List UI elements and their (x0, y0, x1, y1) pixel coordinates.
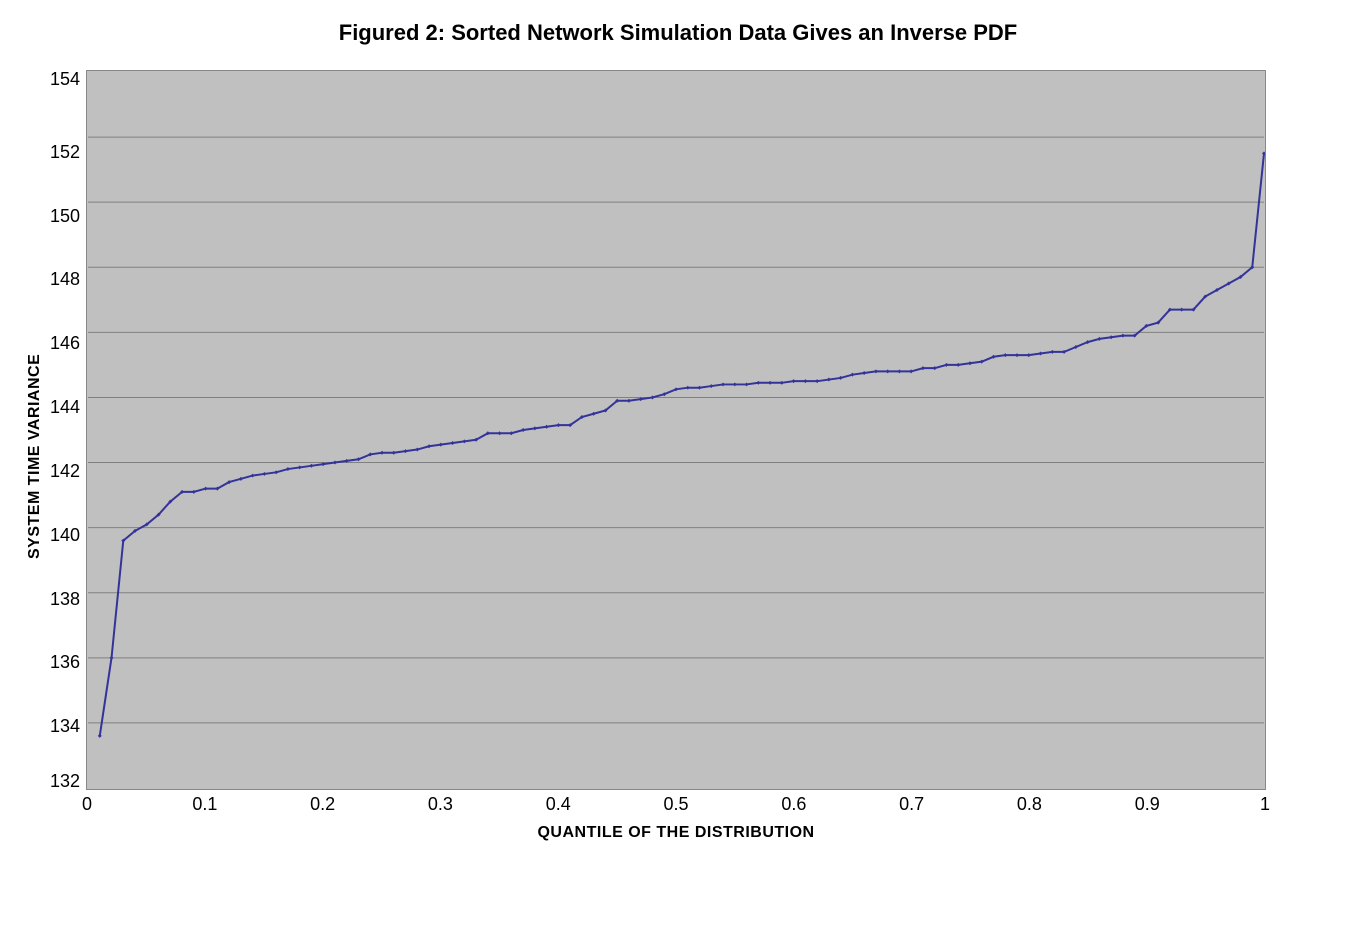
data-marker (827, 378, 831, 382)
data-marker (698, 386, 702, 390)
x-tick: 0.2 (310, 794, 335, 815)
data-marker (721, 382, 725, 386)
data-marker (1262, 151, 1265, 155)
data-marker (98, 734, 102, 738)
y-tick: 134 (50, 717, 80, 735)
x-tick: 0.9 (1135, 794, 1160, 815)
plot-area (86, 70, 1266, 790)
data-marker (380, 451, 384, 455)
y-tick: 138 (50, 590, 80, 608)
x-tick: 0.4 (546, 794, 571, 815)
data-marker (756, 381, 760, 385)
data-marker (862, 371, 866, 375)
x-tick: 0.8 (1017, 794, 1042, 815)
data-marker (709, 384, 713, 388)
data-marker (498, 431, 502, 435)
data-marker (1015, 353, 1019, 357)
data-marker (392, 451, 396, 455)
data-marker (780, 381, 784, 385)
data-marker (451, 441, 455, 445)
x-axis-label: QUANTILE OF THE DISTRIBUTION (86, 824, 1266, 842)
chart-body: SYSTEM TIME VARIANCE 1541521501481461441… (20, 70, 1336, 842)
x-tick: 0.1 (192, 794, 217, 815)
y-tick: 142 (50, 462, 80, 480)
data-marker (1121, 334, 1125, 338)
data-marker (110, 656, 114, 660)
x-tick: 0.6 (781, 794, 806, 815)
y-tick: 146 (50, 334, 80, 352)
data-marker (298, 465, 302, 469)
data-marker (733, 382, 737, 386)
chart-title: Figured 2: Sorted Network Simulation Dat… (20, 20, 1336, 46)
x-tick: 0.5 (664, 794, 689, 815)
y-tick: 148 (50, 270, 80, 288)
x-tick: 1 (1260, 794, 1270, 815)
data-marker (745, 382, 749, 386)
data-marker (333, 461, 337, 465)
chart-container: Figured 2: Sorted Network Simulation Dat… (20, 20, 1336, 842)
x-tick: 0 (82, 794, 92, 815)
data-marker (1050, 350, 1054, 354)
data-marker (1003, 353, 1007, 357)
data-marker (309, 464, 313, 468)
y-tick: 150 (50, 207, 80, 225)
data-marker (1109, 335, 1113, 339)
y-tick: 140 (50, 526, 80, 544)
data-marker (686, 386, 690, 390)
data-marker (815, 379, 819, 383)
data-marker (803, 379, 807, 383)
data-marker (1027, 353, 1031, 357)
y-tick: 152 (50, 143, 80, 161)
plot-wrapper: 00.10.20.30.40.50.60.70.80.91 QUANTILE O… (86, 70, 1266, 842)
data-marker (545, 425, 549, 429)
data-marker (874, 369, 878, 373)
data-marker (404, 449, 408, 453)
data-line (100, 153, 1264, 736)
data-marker (533, 426, 537, 430)
data-marker (956, 363, 960, 367)
data-marker (439, 443, 443, 447)
data-marker (556, 423, 560, 427)
data-marker (1039, 352, 1043, 356)
y-tick: 132 (50, 772, 80, 790)
x-axis-ticks: 00.10.20.30.40.50.60.70.80.91 (86, 790, 1266, 818)
data-marker (262, 472, 266, 476)
data-marker (627, 399, 631, 403)
plot-svg (87, 71, 1265, 789)
data-marker (768, 381, 772, 385)
y-tick: 136 (50, 653, 80, 671)
y-tick: 154 (50, 70, 80, 88)
data-marker (462, 439, 466, 443)
x-tick: 0.7 (899, 794, 924, 815)
y-axis-label: SYSTEM TIME VARIANCE (20, 70, 50, 842)
y-tick: 144 (50, 398, 80, 416)
data-marker (792, 379, 796, 383)
data-marker (886, 369, 890, 373)
x-tick: 0.3 (428, 794, 453, 815)
y-axis-ticks: 154 152 150 148 146 144 142 140 138 136 134 132 (50, 70, 86, 790)
data-marker (1180, 308, 1184, 312)
data-marker (897, 369, 901, 373)
data-marker (968, 361, 972, 365)
